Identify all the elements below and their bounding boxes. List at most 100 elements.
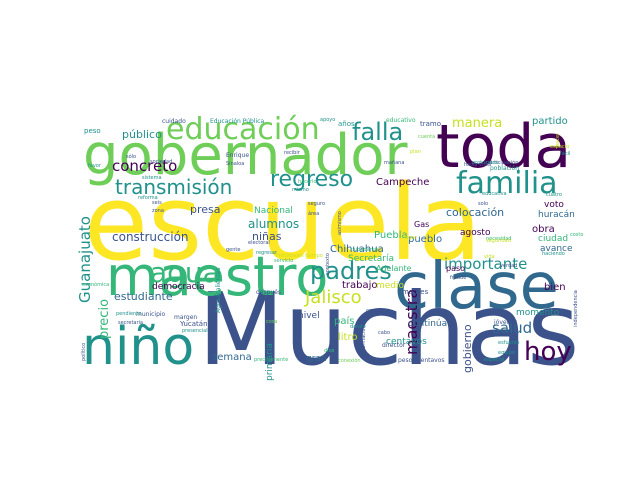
cloud-word: reforma — [138, 195, 158, 201]
cloud-word: apoyo — [320, 117, 336, 123]
cloud-word: agosto — [460, 228, 491, 238]
cloud-word: pesos centavos — [398, 357, 445, 364]
cloud-word: semana — [212, 352, 252, 363]
cloud-word: vida — [484, 254, 495, 260]
cloud-word: niñas — [252, 230, 282, 243]
cloud-word: clase — [394, 250, 559, 324]
cloud-word: lugar — [404, 235, 417, 241]
cloud-word: conexión — [338, 358, 361, 364]
cloud-word: toda — [436, 112, 572, 182]
cloud-word: asimismo — [337, 211, 343, 235]
cloud-word: Muchas — [198, 271, 580, 388]
cloud-word: paso — [446, 264, 466, 273]
cloud-word: cuenta — [418, 134, 436, 140]
cloud-word: falla — [352, 118, 404, 146]
cloud-word: regresar — [256, 250, 277, 256]
cloud-word: hoy — [524, 337, 572, 367]
cloud-word: después — [256, 289, 282, 296]
cloud-word: medio — [376, 281, 405, 291]
cloud-word: Guanajuato — [76, 216, 94, 303]
cloud-word: cuatro — [546, 192, 562, 198]
cloud-word: madres — [402, 288, 429, 296]
cloud-word: contexto — [325, 253, 331, 275]
cloud-word: recibir — [284, 150, 300, 156]
cloud-word: manera — [452, 116, 503, 131]
cloud-word: espacio — [550, 144, 570, 150]
cloud-word: ciudadanos — [350, 247, 379, 253]
cloud-word: educación — [166, 112, 320, 147]
cloud-word: fraude — [450, 275, 467, 281]
cloud-word: Jalisco — [305, 287, 362, 308]
cloud-word: gente — [226, 247, 241, 253]
cloud-word: director — [382, 342, 406, 349]
cloud-word: Aguascalientes — [215, 267, 222, 314]
cloud-word: Puebla — [374, 230, 408, 241]
cloud-word: Enrique — [226, 152, 250, 159]
cloud-word: obra — [532, 224, 555, 235]
cloud-word: hacia vista — [464, 162, 492, 168]
cloud-word: pendiente — [116, 311, 142, 317]
cloud-word: momento — [516, 308, 560, 318]
cloud-word: público — [122, 128, 162, 141]
cloud-word: gran — [306, 354, 327, 364]
cloud-word: municipio — [136, 311, 166, 318]
cloud-word: electoral — [248, 240, 270, 246]
cloud-word: seguridad — [486, 238, 511, 244]
cloud-word: ciudad — [538, 234, 569, 244]
cloud-word: población — [490, 165, 520, 172]
cloud-word: trabajo — [342, 280, 378, 291]
cloud-word: país — [334, 316, 355, 327]
cloud-word: dando — [350, 324, 366, 330]
cloud-word: verdad — [500, 263, 518, 269]
cloud-word: escuela — [84, 162, 482, 284]
cloud-word: servicio — [274, 258, 294, 264]
cloud-word: solo — [478, 201, 489, 207]
cloud-word: estudiante — [114, 290, 173, 303]
cloud-word: salud — [492, 319, 533, 337]
cloud-word: Nacional — [254, 206, 293, 216]
cloud-word: área — [308, 211, 320, 217]
cloud-word: jóvenes — [494, 319, 518, 326]
cloud-word: colocación — [446, 206, 505, 219]
cloud-word: mañana — [384, 160, 405, 166]
cloud-word: información — [361, 325, 367, 355]
cloud-word: gusto — [258, 296, 272, 302]
cloud-word: presa — [190, 203, 221, 216]
cloud-word: sistema — [142, 175, 162, 181]
cloud-word: plan — [410, 149, 421, 155]
cloud-word: mismo — [292, 187, 309, 193]
cloud-word: sociedad — [150, 159, 173, 165]
cloud-word: presencial — [182, 328, 208, 334]
cloud-word: avance — [540, 244, 573, 254]
cloud-word: Gas — [414, 220, 430, 229]
cloud-word: familia — [456, 166, 558, 201]
cloud-word: democracia — [152, 282, 205, 292]
cloud-word: dice — [324, 348, 335, 354]
cloud-word: especial — [484, 357, 505, 363]
word-cloud: escuela Muchas gobernador toda clase mae… — [76, 112, 584, 382]
cloud-word: precio — [97, 298, 112, 339]
cloud-word: litro — [338, 332, 358, 343]
cloud-word: importante — [444, 255, 528, 273]
cloud-word: agua — [150, 256, 220, 289]
cloud-word: costo — [570, 232, 584, 238]
cloud-word: educativa — [482, 191, 507, 197]
cloud-word: protocolos — [472, 160, 499, 166]
cloud-word: centavos — [386, 337, 427, 347]
cloud-word: esfuerzo — [498, 340, 520, 346]
cloud-word: independencia — [573, 290, 579, 327]
cloud-word: partido — [532, 116, 568, 127]
cloud-word: construcción — [112, 230, 189, 244]
cloud-word: cabo — [378, 330, 391, 336]
cloud-word: río — [212, 295, 219, 301]
cloud-word: cosa — [266, 319, 278, 325]
cloud-word: años — [338, 120, 355, 128]
cloud-word: huracán — [538, 210, 575, 220]
cloud-word: tramo — [420, 120, 442, 128]
cloud-word: niño — [82, 317, 195, 377]
cloud-word: Campeche — [376, 177, 430, 188]
cloud-word: secretaria — [118, 320, 143, 326]
cloud-word: pueblo — [408, 234, 443, 245]
cloud-word: zona — [152, 208, 164, 214]
cloud-word: Educación Pública — [210, 118, 265, 125]
